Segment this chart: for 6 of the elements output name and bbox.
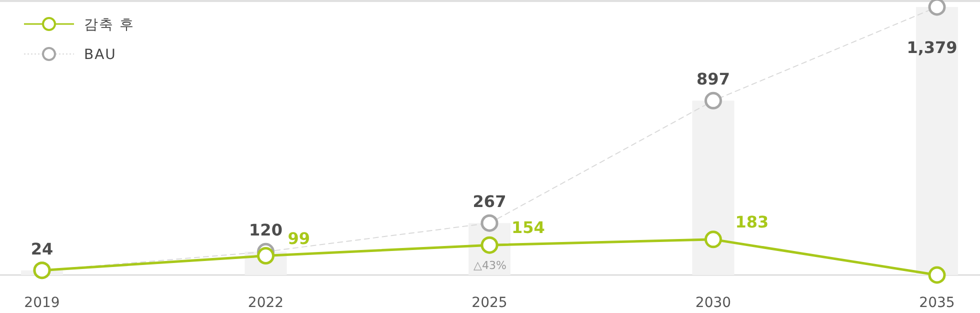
x-tick-label: 2022 — [248, 295, 284, 311]
x-tick-label: 2035 — [919, 295, 955, 311]
x-tick-label: 2025 — [472, 295, 508, 311]
annotation: △43% — [474, 259, 506, 272]
x-tick-label: 2019 — [24, 295, 60, 311]
x-tick-label: 2030 — [695, 295, 732, 311]
